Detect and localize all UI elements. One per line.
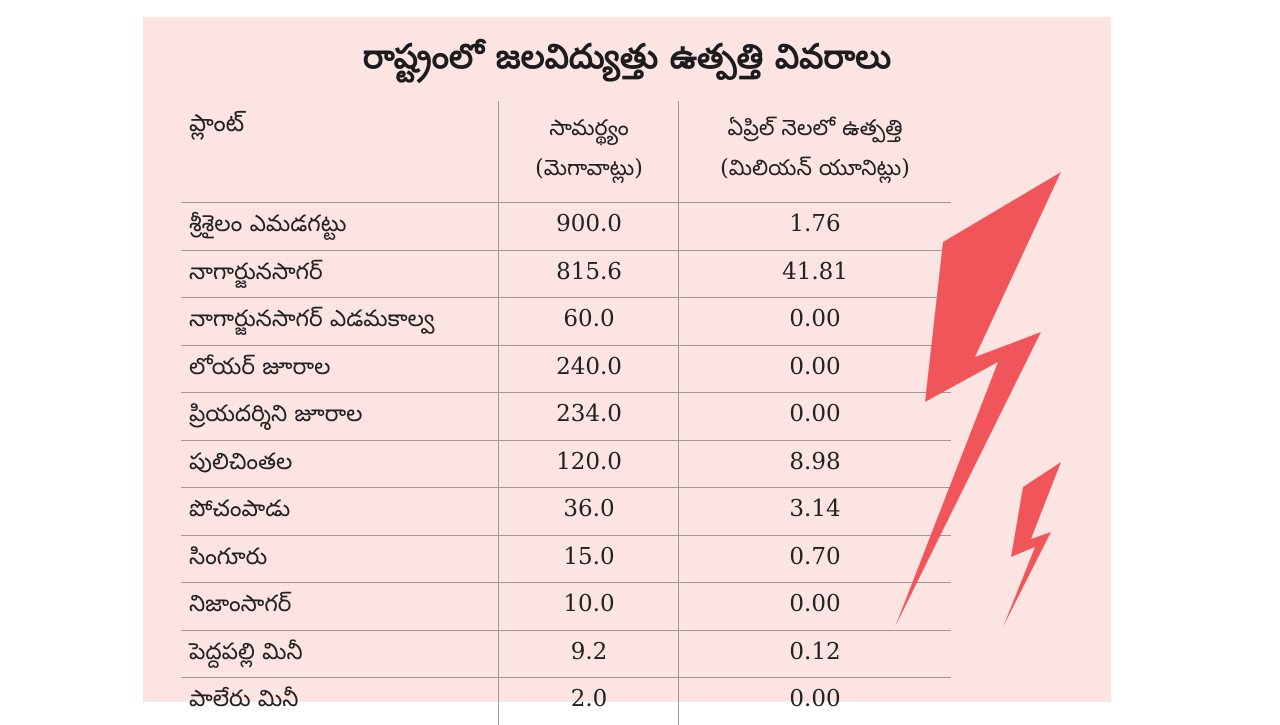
table-row: నిజాంసాగర్ 10.0 0.00 [181,583,951,631]
capacity-value: 36.0 [563,496,615,522]
page-title: రాష్ట్రంలో జలవిద్యుత్తు ఉత్పత్తి వివరాలు [362,37,892,77]
capacity-value: 10.0 [563,591,615,617]
header-capacity-label: సామర్థ్యం [549,116,629,141]
plant-name: పోచంపాడు [189,496,291,522]
table-header: ప్లాంట్ సామర్థ్యం (మెగావాట్లు) ఏప్రిల్ న… [181,101,951,203]
table-row: పాలేరు మినీ 2.0 0.00 [181,678,951,725]
plant-name: శ్రీశైలం ఎమడగట్టు [189,211,347,237]
plant-name: సింగూరు [189,543,268,570]
table-row: సింగూరు 15.0 0.70 [181,536,951,583]
plant-name: నాగార్జునసాగర్ ఎడమకాల్వ [189,306,435,332]
lightning-bolt-icon [895,172,1061,627]
header-capacity-unit: (మెగావాట్లు) [535,156,643,181]
generation-value: 41.81 [782,258,848,285]
capacity-value: 120.0 [556,448,622,475]
capacity-value: 9.2 [570,638,608,665]
generation-value: 1.76 [789,211,841,237]
generation-value: 0.00 [789,686,841,712]
infographic-card: రాష్ట్రంలో జలవిద్యుత్తు ఉత్పత్తి వివరాలు… [143,17,1111,725]
plant-name: నాగార్జునసాగర్ [189,258,323,285]
generation-value: 0.00 [789,401,841,427]
generation-value: 0.00 [789,306,841,332]
table-row: శ్రీశైలం ఎమడగట్టు 900.0 1.76 [181,203,951,251]
table-body: శ్రీశైలం ఎమడగట్టు 900.0 1.76 నాగార్జునసాగర్… [181,203,951,725]
plant-name: పెద్దపల్లి మినీ [189,638,303,665]
generation-value: 8.98 [789,448,841,475]
column-divider [678,101,679,725]
header-generation: ఏప్రిల్ నెలలో ఉత్పత్తి (మిలియన్ యూనిట్లు… [679,109,951,189]
table-row: నాగార్జునసాగర్ ఎడమకాల్వ 60.0 0.00 [181,298,951,346]
capacity-value: 2.0 [570,686,608,712]
small-bolt [1003,462,1061,627]
table-row: నాగార్జునసాగర్ 815.6 41.81 [181,251,951,298]
generation-value: 0.00 [789,591,841,617]
table-row: లోయర్ జూరాల 240.0 0.00 [181,346,951,393]
capacity-value: 240.0 [556,353,622,380]
plant-name: నిజాంసాగర్ [189,591,292,617]
generation-value: 0.12 [789,638,841,665]
data-table: ప్లాంట్ సామర్థ్యం (మెగావాట్లు) ఏప్రిల్ న… [181,101,951,725]
capacity-value: 815.6 [556,258,622,285]
table-row: పోచంపాడు 36.0 3.14 [181,488,951,536]
capacity-value: 60.0 [563,306,615,332]
table-row: పులిచింతల 120.0 8.98 [181,441,951,488]
generation-value: 3.14 [789,496,841,522]
header-plant: ప్లాంట్ [189,109,245,137]
table-row: ప్రియదర్శిని జూరాల 234.0 0.00 [181,393,951,441]
generation-value: 0.00 [789,353,841,380]
header-generation-label: ఏప్రిల్ నెలలో ఉత్పత్తి [727,116,903,141]
table-row: పెద్దపల్లి మినీ 9.2 0.12 [181,631,951,678]
plant-name: లోయర్ జూరాల [189,353,331,380]
header-generation-unit: (మిలియన్ యూనిట్లు) [720,156,910,181]
capacity-value: 234.0 [556,401,622,427]
plant-name: పులిచింతల [189,448,293,475]
column-divider [498,101,499,725]
plant-name: పాలేరు మినీ [189,686,299,712]
header-capacity: సామర్థ్యం (మెగావాట్లు) [499,109,679,189]
plant-name: ప్రియదర్శిని జూరాల [189,401,363,427]
large-bolt [895,172,1061,627]
capacity-value: 15.0 [563,543,615,570]
capacity-value: 900.0 [556,211,622,237]
generation-value: 0.70 [789,543,841,570]
